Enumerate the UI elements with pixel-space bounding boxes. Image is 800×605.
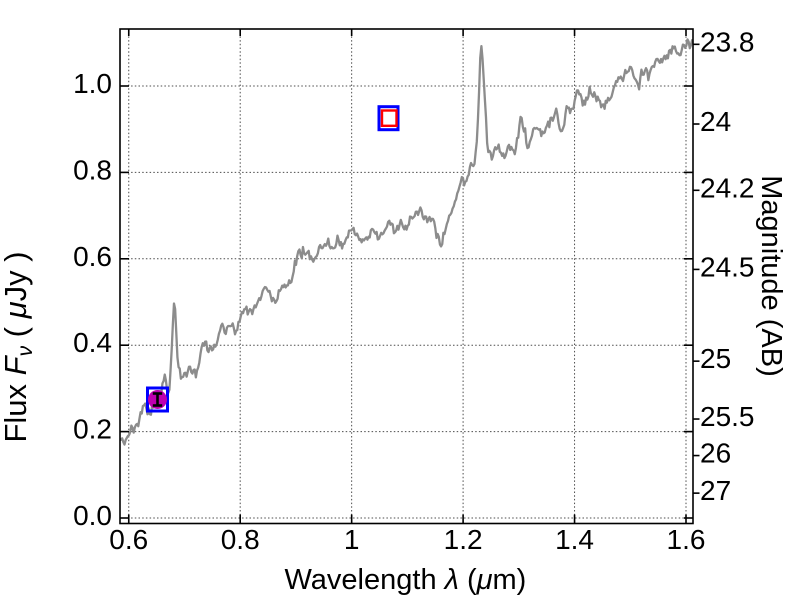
svg-text:Wavelength λ (μm): Wavelength λ (μm) — [285, 564, 527, 596]
svg-text:24: 24 — [700, 106, 731, 137]
svg-text:25.5: 25.5 — [700, 401, 755, 432]
svg-text:0.6: 0.6 — [109, 524, 148, 555]
svg-text:1.4: 1.4 — [555, 524, 594, 555]
svg-text:0.2: 0.2 — [73, 414, 112, 445]
svg-text:0.6: 0.6 — [73, 241, 112, 272]
svg-text:1.6: 1.6 — [667, 524, 706, 555]
svg-text:0.8: 0.8 — [73, 154, 112, 185]
svg-text:25: 25 — [700, 343, 731, 374]
svg-text:0.4: 0.4 — [73, 327, 112, 358]
svg-text:1: 1 — [344, 524, 360, 555]
svg-text:27: 27 — [700, 475, 731, 506]
svg-text:24.5: 24.5 — [700, 251, 755, 282]
svg-text:24.2: 24.2 — [700, 172, 755, 203]
svg-text:26: 26 — [700, 438, 731, 469]
svg-text:0.8: 0.8 — [221, 524, 260, 555]
svg-text:1.2: 1.2 — [444, 524, 483, 555]
svg-text:Magnitude (AB): Magnitude (AB) — [755, 175, 787, 377]
svg-text:1.0: 1.0 — [73, 68, 112, 99]
svg-text:23.8: 23.8 — [700, 26, 755, 57]
svg-text:0.0: 0.0 — [73, 500, 112, 531]
